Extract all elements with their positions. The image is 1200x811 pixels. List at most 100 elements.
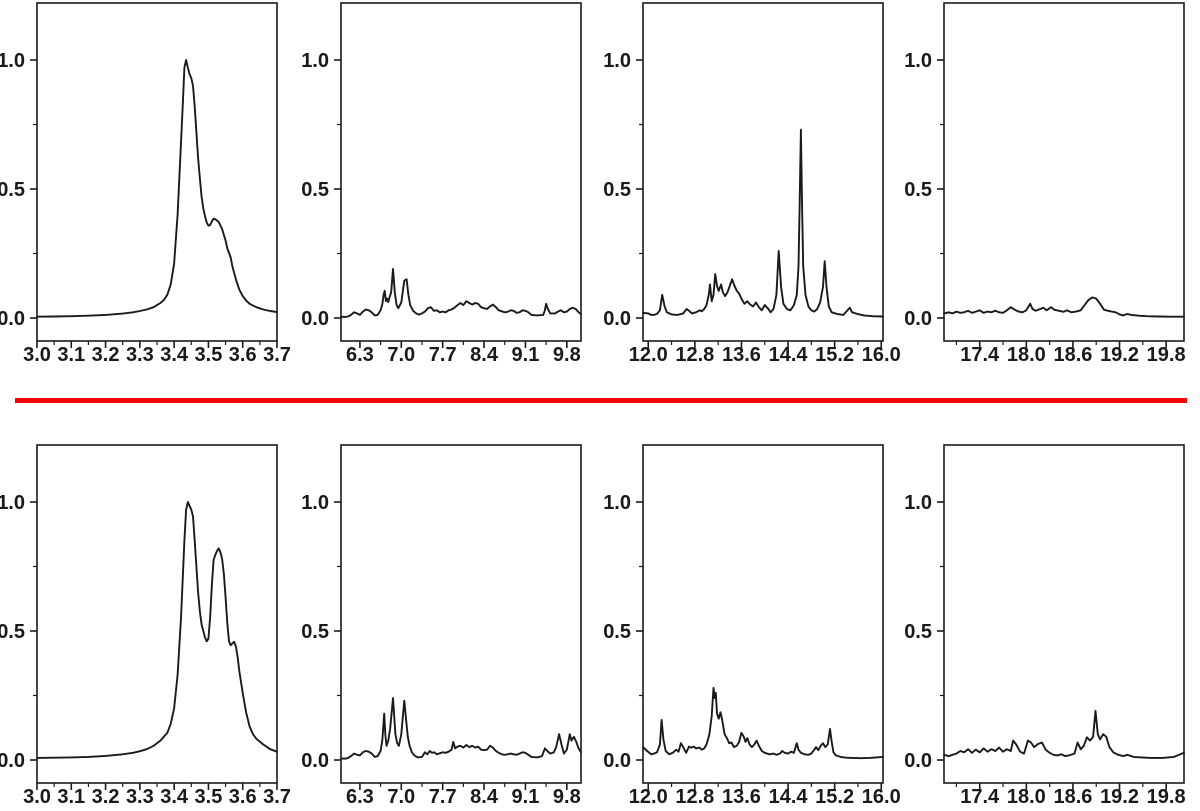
subplot-top-1-canvas: 3.0 3.1 3.2 3.3 3.4 3.5 3.6 3.7 0.0 0.5 1.0: [0, 2, 291, 366]
y-tick-label: 0.5: [301, 179, 329, 201]
x-tick-label: 3.4: [160, 344, 189, 366]
x-tick-label: 6.3: [346, 344, 374, 366]
x-tick-label: 3.2: [92, 786, 120, 808]
x-tick-label: 3.2: [92, 344, 120, 366]
x-tick-label: 19.8: [1147, 344, 1186, 366]
y-tick-label: 0.5: [0, 179, 25, 201]
subplot-bottom-4: 17.4 18.0 18.6 19.2 19.8 0.0 0.5 1.0: [904, 442, 1200, 811]
spectrum-trace-bottom-1: [36, 501, 278, 759]
x-tick-label: 6.3: [346, 786, 374, 808]
x-tick-label: 13.6: [722, 786, 761, 808]
x-tick-label: 3.5: [195, 786, 223, 808]
x-tick-label: 3.0: [23, 786, 51, 808]
x-tick-label: 9.8: [553, 344, 581, 366]
x-tick-label: 9.8: [553, 786, 581, 808]
y-tick-label: 1.0: [603, 50, 631, 72]
y-tick-label: 0.0: [904, 308, 932, 330]
y-tick-label: 1.0: [603, 492, 631, 514]
x-tick-label: 17.4: [960, 786, 1000, 808]
x-tick-label: 8.4: [470, 344, 499, 366]
x-tick-label: 18.0: [1007, 344, 1046, 366]
x-tick-label: 19.2: [1100, 344, 1139, 366]
x-tick-label: 19.2: [1100, 786, 1139, 808]
x-tick-label: 16.0: [862, 344, 901, 366]
spectrum-trace-bottom-4: [943, 710, 1185, 759]
x-tick-label: 19.8: [1147, 786, 1186, 808]
y-tick-label: 1.0: [301, 492, 329, 514]
x-tick-label: 3.3: [126, 786, 154, 808]
y-tick-label: 1.0: [0, 492, 25, 514]
x-tick-label: 12.8: [675, 344, 714, 366]
subplot-bottom-4-canvas: 17.4 18.0 18.6 19.2 19.8 0.0 0.5 1.0: [904, 444, 1186, 808]
x-tick-label: 18.6: [1053, 786, 1092, 808]
x-tick-label: 9.1: [512, 786, 540, 808]
subplot-bottom-2: 6.3 7.0 7.7 8.4 9.1 9.8 0.0 0.5 1.0: [301, 442, 606, 811]
x-tick-label: 18.0: [1007, 786, 1046, 808]
x-tick-label: 7.7: [429, 344, 457, 366]
y-tick-label: 1.0: [0, 50, 25, 72]
y-tick-label: 0.0: [0, 750, 25, 772]
subplot-top-3: 12.0 12.8 13.6 14.4 15.2 16.0 0.0 0.5 1.0: [603, 0, 908, 370]
y-tick-label: 0.5: [904, 621, 932, 643]
y-tick-label: 0.5: [603, 621, 631, 643]
spectrum-trace-bottom-3: [642, 686, 884, 760]
y-tick-label: 0.0: [0, 308, 25, 330]
subplot-bottom-3-canvas: 12.0 12.8 13.6 14.4 15.2 16.0 0.0 0.5 1.0: [603, 444, 901, 808]
subplot-top-1: 3.0 3.1 3.2 3.3 3.4 3.5 3.6 3.7 0.0 0.5 1.0: [0, 0, 302, 370]
y-tick-label: 0.5: [904, 179, 932, 201]
x-tick-label: 18.6: [1053, 344, 1092, 366]
x-tick-label: 13.6: [722, 344, 761, 366]
x-tick-label: 16.0: [862, 786, 901, 808]
x-tick-label: 7.0: [387, 786, 415, 808]
x-tick-label: 14.4: [769, 786, 809, 808]
x-tick-label: 3.4: [160, 786, 189, 808]
x-tick-label: 7.7: [429, 786, 457, 808]
x-tick-label: 15.2: [815, 786, 854, 808]
spectrum-trace-top-4: [943, 296, 1185, 318]
subplot-top-2: 6.3 7.0 7.7 8.4 9.1 9.8 0.0 0.5 1.0: [301, 0, 606, 370]
y-tick-label: 1.0: [904, 492, 932, 514]
x-tick-label: 12.0: [629, 344, 668, 366]
red-divider-line: [15, 398, 1187, 403]
x-tick-label: 3.1: [57, 786, 85, 808]
x-tick-label: 3.6: [229, 344, 257, 366]
y-tick-label: 1.0: [904, 50, 932, 72]
x-tick-label: 7.0: [387, 344, 415, 366]
x-tick-label: 8.4: [470, 786, 499, 808]
y-tick-label: 0.5: [0, 621, 25, 643]
subplot-top-3-canvas: 12.0 12.8 13.6 14.4 15.2 16.0 0.0 0.5 1.0: [603, 2, 901, 366]
x-tick-label: 3.7: [263, 786, 291, 808]
y-tick-label: 0.0: [301, 308, 329, 330]
spectrum-trace-top-3: [642, 128, 884, 318]
x-tick-label: 3.7: [263, 344, 291, 366]
subplot-top-2-canvas: 6.3 7.0 7.7 8.4 9.1 9.8 0.0 0.5 1.0: [301, 2, 582, 366]
spectrum-trace-bottom-2: [340, 697, 582, 760]
y-tick-label: 0.5: [301, 621, 329, 643]
x-tick-label: 3.1: [57, 344, 85, 366]
spectrum-trace-top-2: [340, 268, 582, 318]
x-tick-label: 12.0: [629, 786, 668, 808]
x-tick-label: 3.6: [229, 786, 257, 808]
x-tick-label: 3.3: [126, 344, 154, 366]
y-tick-label: 0.0: [301, 750, 329, 772]
x-tick-label: 3.0: [23, 344, 51, 366]
x-tick-label: 9.1: [512, 344, 540, 366]
x-tick-label: 15.2: [815, 344, 854, 366]
subplot-bottom-2-canvas: 6.3 7.0 7.7 8.4 9.1 9.8 0.0 0.5 1.0: [301, 444, 582, 808]
subplot-bottom-1: 3.0 3.1 3.2 3.3 3.4 3.5 3.6 3.7 0.0 0.5 1.0: [0, 442, 302, 811]
x-tick-label: 12.8: [675, 786, 714, 808]
x-tick-label: 17.4: [960, 344, 1000, 366]
subplot-bottom-3: 12.0 12.8 13.6 14.4 15.2 16.0 0.0 0.5 1.0: [603, 442, 908, 811]
spectrum-trace-top-1: [36, 59, 278, 318]
y-tick-label: 0.0: [904, 750, 932, 772]
x-tick-label: 3.5: [195, 344, 223, 366]
x-tick-label: 14.4: [769, 344, 809, 366]
subplot-bottom-1-canvas: 3.0 3.1 3.2 3.3 3.4 3.5 3.6 3.7 0.0 0.5 1.0: [0, 444, 291, 808]
subplot-top-4-canvas: 17.4 18.0 18.6 19.2 19.8 0.0 0.5 1.0: [904, 2, 1186, 366]
y-tick-label: 0.0: [603, 308, 631, 330]
subplot-top-4: 17.4 18.0 18.6 19.2 19.8 0.0 0.5 1.0: [904, 0, 1200, 370]
y-tick-label: 1.0: [301, 50, 329, 72]
y-tick-label: 0.0: [603, 750, 631, 772]
y-tick-label: 0.5: [603, 179, 631, 201]
